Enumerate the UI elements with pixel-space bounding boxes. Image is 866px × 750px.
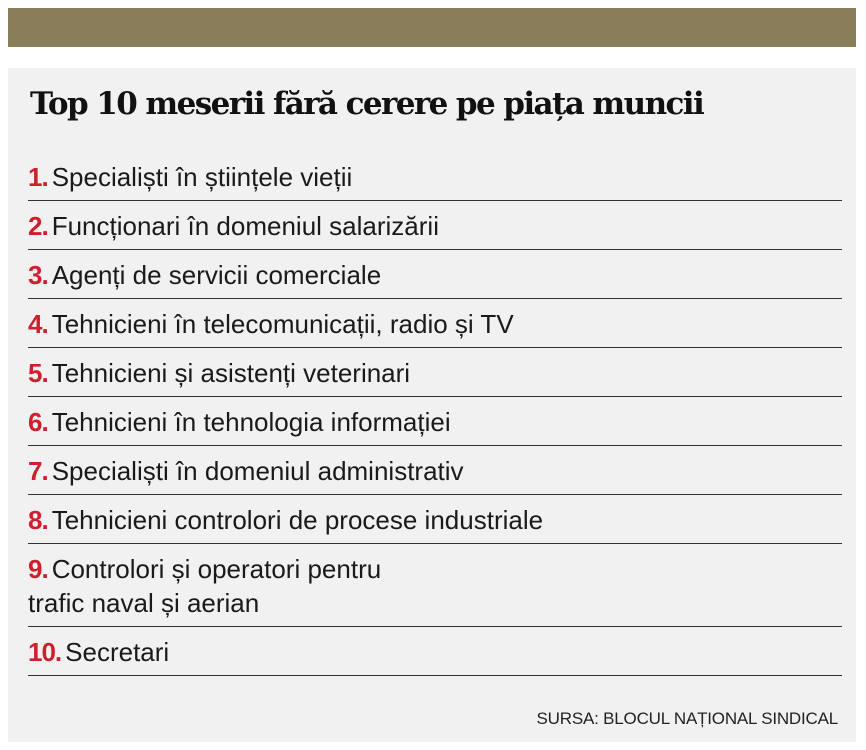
item-number: 2. <box>28 211 49 241</box>
item-number: 10. <box>28 637 62 667</box>
item-number: 5. <box>28 358 49 388</box>
list-item: 5. Tehnicieni și asistenți veterinari <box>28 348 842 397</box>
list-item: 4. Tehnicieni în telecomunicații, radio ș… <box>28 299 842 348</box>
list-item: 7. Specialiști în domeniul administrativ <box>28 446 842 495</box>
item-text: Tehnicieni controlori de procese industr… <box>51 505 544 535</box>
item-number: 9. <box>28 554 49 584</box>
list: 1. Specialiști în științele vieții 2. Funcț… <box>28 152 842 676</box>
list-item: 3. Agenți de servicii comerciale <box>28 250 842 299</box>
source: SURSA: BLOCUL NAȚIONAL SINDICAL <box>536 709 839 728</box>
item-text: Specialiști în domeniul administrativ <box>51 456 464 486</box>
item-number: 7. <box>28 456 49 486</box>
list-item: 1. Specialiști în științele vieții <box>28 152 842 201</box>
item-text: Specialiști în științele vieții <box>51 162 353 192</box>
item-text: Tehnicieni în telecomunicații, radio și … <box>51 309 514 339</box>
list-item: 10. Secretari <box>28 627 842 676</box>
item-number: 1. <box>28 162 49 192</box>
item-text: Funcționari în domeniul salarizării <box>51 211 439 241</box>
item-text: Tehnicieni și asistenți veterinari <box>51 358 411 388</box>
panel: Top 10 meserii fără cerere pe piața munc… <box>8 68 856 742</box>
item-number: 6. <box>28 407 49 437</box>
list-item: 8. Tehnicieni controlori de procese indus… <box>28 495 842 544</box>
item-number: 4. <box>28 309 49 339</box>
list-item: 2. Funcționari în domeniul salarizării <box>28 201 842 250</box>
list-item: 9. Controlori și operatori pentru trafic … <box>28 544 842 627</box>
top-bar <box>8 8 856 47</box>
item-text: Secretari <box>65 637 170 667</box>
item-number: 8. <box>28 505 49 535</box>
title: Top 10 meserii fără cerere pe piața munc… <box>30 86 705 122</box>
item-number: 3. <box>28 260 49 290</box>
item-text: Controlori și operatori pentru trafic na… <box>28 554 382 618</box>
item-text: Tehnicieni în tehnologia informației <box>51 407 451 437</box>
item-text: Agenți de servicii comerciale <box>51 260 382 290</box>
list-item: 6. Tehnicieni în tehnologia informației <box>28 397 842 446</box>
